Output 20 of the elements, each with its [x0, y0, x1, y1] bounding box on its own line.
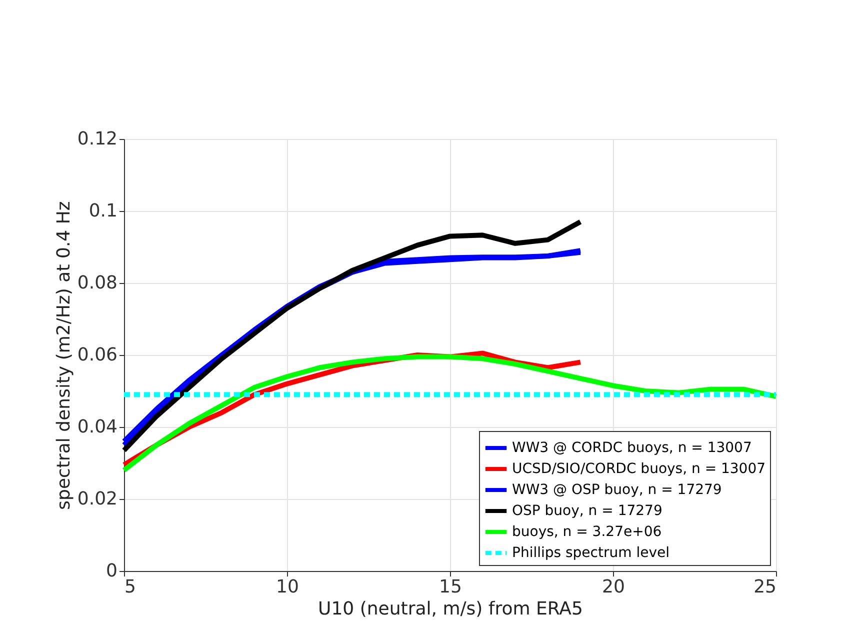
y-tick-label: 0.04 [77, 416, 118, 438]
y-tick-label: 0.1 [88, 200, 118, 222]
y-tick-label: 0.12 [77, 128, 118, 150]
x-tick-label: 5 [124, 576, 136, 598]
y-tick-label: 0.02 [77, 488, 118, 510]
legend-label: buoys, n = 3.27e+06 [512, 524, 662, 540]
x-axis-title: U10 (neutral, m/s) from ERA5 [318, 598, 583, 620]
x-tick-label: 25 [754, 576, 776, 598]
y-tick-label: 0.08 [77, 272, 118, 294]
y-tick-label: 0 [106, 560, 118, 582]
legend-label: WW3 @ OSP buoy, n = 17279 [512, 482, 722, 498]
y-tick-label: 0.06 [77, 344, 118, 366]
y-axis-title: spectral density (m2/Hz) at 0.4 Hz [53, 201, 74, 510]
legend-label: Phillips spectrum level [512, 545, 670, 561]
legend-label: WW3 @ CORDC buoys, n = 13007 [512, 440, 752, 456]
x-tick-label: 15 [439, 576, 462, 598]
legend-label: OSP buoy, n = 17279 [512, 503, 662, 519]
x-tick-label: 10 [276, 576, 299, 598]
x-tick-label: 20 [602, 576, 625, 598]
legend-label: UCSD/SIO/CORDC buoys, n = 13007 [512, 461, 766, 477]
